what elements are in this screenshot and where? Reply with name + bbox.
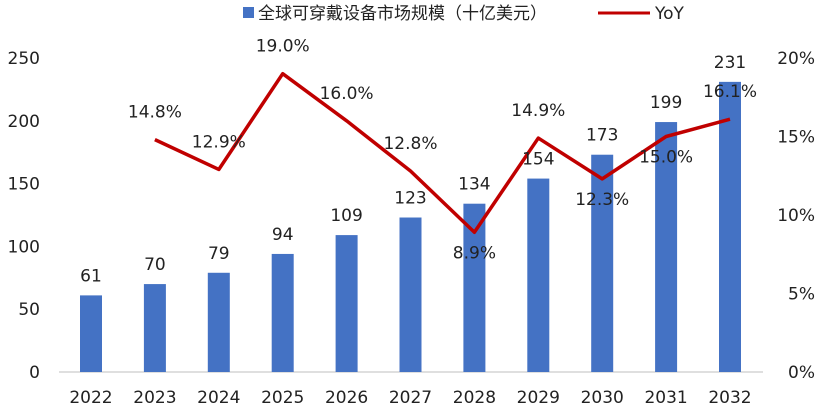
x-axis-tick-label: 2027 [389,388,432,408]
bar-2029 [527,178,550,372]
bar-value-label: 154 [522,150,554,170]
left-axis-tick-label: 0 [29,363,40,383]
right-axis-tick-label: 10% [777,206,815,226]
left-axis-tick-label: 100 [8,237,40,257]
bar-value-label: 94 [272,225,294,245]
x-axis-tick-label: 2022 [69,388,112,408]
bar-value-label: 173 [586,126,618,146]
yoy-value-label: 16.1% [703,82,757,102]
bar-2025 [271,253,294,372]
x-axis-tick-label: 2028 [453,388,496,408]
yoy-value-label: 12.3% [575,190,629,210]
left-axis-tick-label: 150 [8,175,40,195]
right-axis-tick-label: 20% [777,49,815,69]
x-axis-tick-label: 2032 [708,388,751,408]
left-axis-tick-label: 250 [8,49,40,69]
legend-line-label: YoY [654,4,685,24]
bar-value-label: 70 [144,255,166,275]
right-axis-tick-label: 15% [777,128,815,148]
yoy-value-label: 15.0% [639,148,693,168]
x-axis-tick-label: 2031 [644,388,687,408]
x-axis-tick-label: 2025 [261,388,304,408]
legend-bar-label: 全球可穿戴设备市场规模（十亿美元） [258,4,547,24]
right-axis-tick-label: 5% [788,285,815,305]
bar-value-label: 79 [208,244,230,264]
right-axis-tick-label: 0% [788,363,815,383]
bar-2030 [591,154,614,372]
bar-2027 [399,217,422,372]
legend: 全球可穿戴设备市场规模（十亿美元） YoY [243,4,685,24]
x-axis-tick-label: 2029 [517,388,560,408]
yoy-value-label: 14.8% [128,103,182,123]
yoy-value-label: 19.0% [256,37,310,57]
bar-2022 [80,295,102,372]
bar-value-label: 109 [330,206,362,226]
legend-bar-swatch [243,7,254,18]
bar-value-label: 61 [80,266,102,286]
bar-2028 [463,203,486,372]
bar-2031 [655,122,678,372]
bar-value-label: 231 [714,53,746,73]
x-axis-tick-label: 2023 [133,388,176,408]
yoy-value-label: 8.9% [453,243,496,263]
bar-value-label: 123 [394,189,426,209]
bar-2026 [335,235,358,372]
x-axis-tick-label: 2026 [325,388,368,408]
yoy-value-label: 12.9% [192,132,246,152]
left-axis-tick-label: 200 [8,112,40,132]
yoy-value-label: 12.8% [383,134,437,154]
yoy-value-label: 16.0% [320,84,374,104]
bar-2024 [207,272,230,372]
bar-value-label: 199 [650,93,682,113]
x-axis-tick-label: 2024 [197,388,240,408]
x-axis-tick-label: 2030 [581,388,624,408]
yoy-value-label: 14.9% [511,101,565,121]
bar-2032 [719,81,741,372]
left-axis-tick-label: 50 [18,300,40,320]
bar-value-label: 134 [458,175,490,195]
bar-2023 [143,284,166,372]
yoy-line [154,71,731,235]
